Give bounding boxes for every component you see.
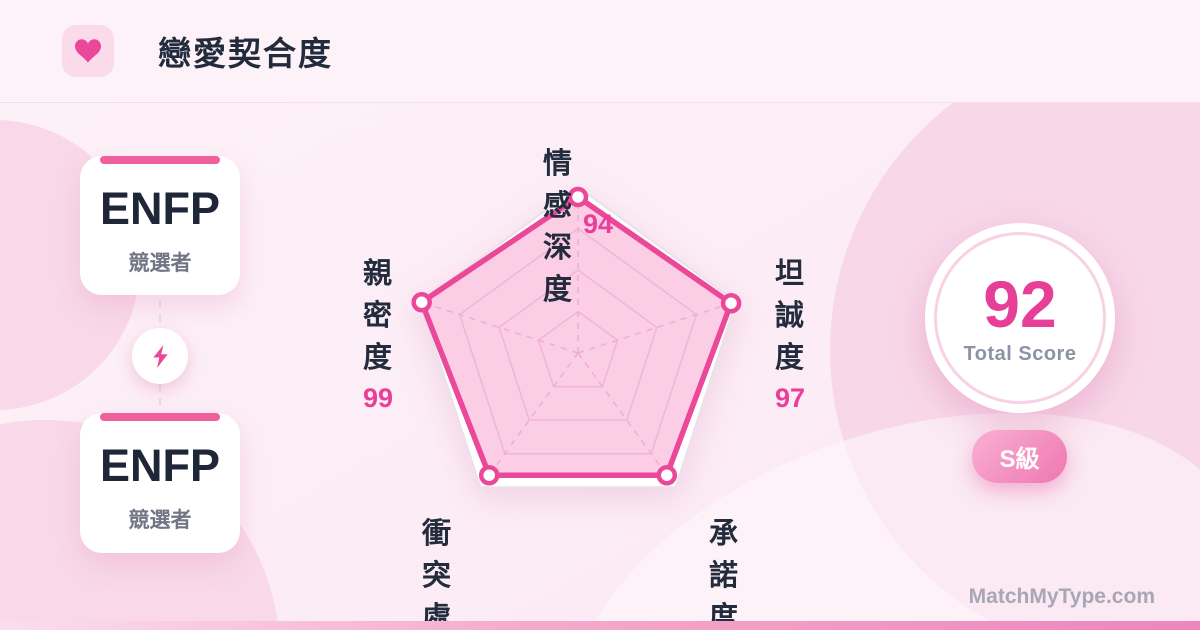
person-card-2: ENFP 競選者 xyxy=(80,413,240,553)
heart-icon xyxy=(75,39,101,63)
total-score-value: 92 xyxy=(983,266,1057,341)
axis-value: 97 xyxy=(774,383,806,413)
vs-connector xyxy=(132,328,188,384)
header: 戀愛契合度 xyxy=(0,0,1200,103)
axis-value: 99 xyxy=(362,383,394,413)
card-accent-bar xyxy=(100,413,220,421)
axis-label-intimacy: 親密度 99 xyxy=(363,250,393,414)
axis-label-honesty: 坦誠度 97 xyxy=(775,250,805,414)
mbti-type: ENFP xyxy=(99,183,220,234)
mbti-type: ENFP xyxy=(99,440,220,491)
axis-label-conflict-handling: 衝突處理 91 xyxy=(422,510,452,630)
total-score-label: Total Score xyxy=(963,342,1077,365)
mbti-nickname: 競選者 xyxy=(128,252,192,275)
bottom-accent-bar xyxy=(0,621,1200,630)
heart-icon-box xyxy=(62,25,114,77)
axis-label-emotional-depth: 情感深度 94 xyxy=(543,140,613,308)
page-title: 戀愛契合度 xyxy=(158,35,333,72)
axis-value: 94 xyxy=(582,208,614,239)
axis-name: 坦誠度 xyxy=(774,258,804,374)
mbti-nickname: 競選者 xyxy=(128,509,192,532)
axis-label-commitment: 承諾度 91 xyxy=(709,510,739,630)
axis-name: 情感深度 xyxy=(542,148,572,306)
brand-watermark: MatchMyType.com xyxy=(968,585,1155,608)
radar-chart xyxy=(411,185,742,489)
axis-name: 衝突處理 xyxy=(421,518,451,630)
card-accent-bar xyxy=(100,156,220,164)
grade-badge: S級 xyxy=(972,430,1067,483)
person-card-1: ENFP 競選者 xyxy=(80,156,240,295)
axis-name: 承諾度 xyxy=(708,518,738,630)
lightning-icon xyxy=(152,344,168,368)
axis-name: 親密度 xyxy=(362,258,392,374)
total-score-circle: 92 Total Score xyxy=(925,223,1115,413)
